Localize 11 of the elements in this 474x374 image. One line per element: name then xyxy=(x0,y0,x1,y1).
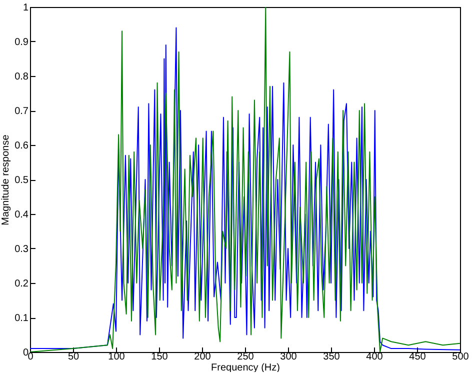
y-tick-label: 0.7 xyxy=(14,106,29,117)
y-tick-label: 0.8 xyxy=(14,72,29,82)
y-tick-label: 1 xyxy=(22,2,29,14)
y-tick-label: 0.1 xyxy=(14,313,29,324)
y-tick-label: 0.5 xyxy=(14,175,29,186)
y-axis-title: Magnitude response xyxy=(0,134,12,226)
y-tick-label: 0.6 xyxy=(14,140,29,152)
y-tick-label: 0.2 xyxy=(14,278,29,290)
y-tick-label: 0.9 xyxy=(14,37,29,48)
y-tick-label: 0.3 xyxy=(14,244,29,255)
y-tick-label: 0.4 xyxy=(14,210,29,220)
